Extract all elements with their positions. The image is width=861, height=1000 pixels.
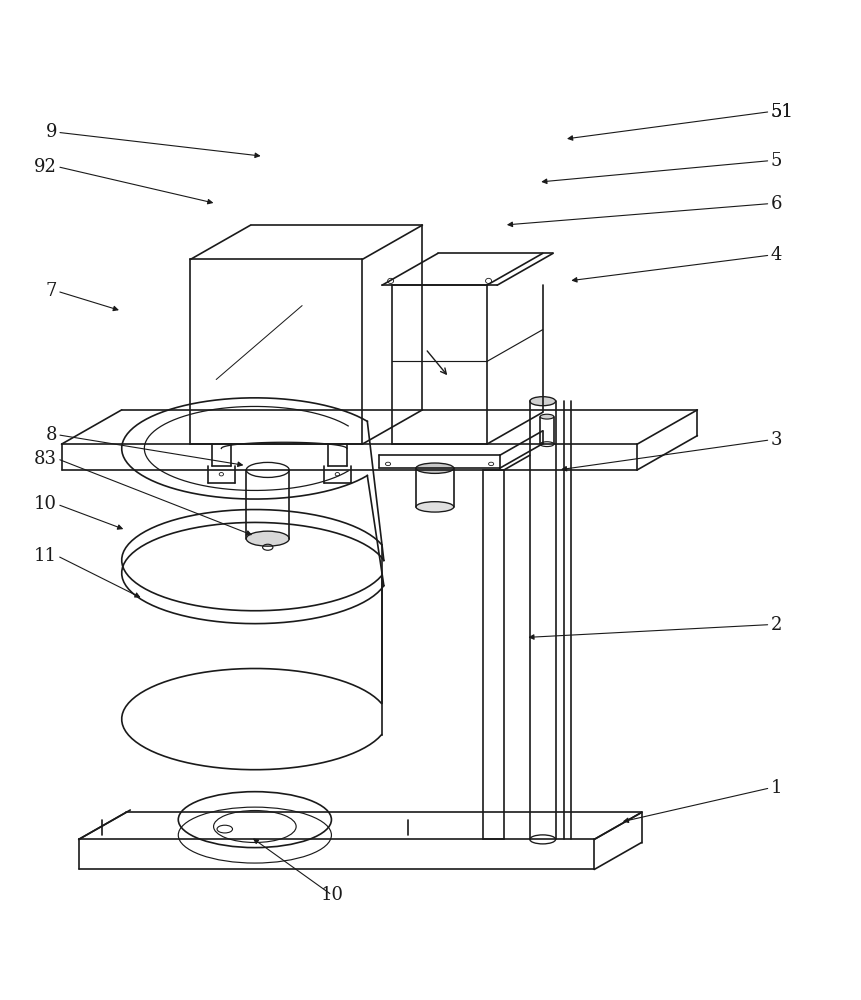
Ellipse shape — [246, 531, 289, 546]
Text: 92: 92 — [34, 158, 57, 176]
Text: 51: 51 — [770, 103, 792, 121]
Text: 9: 9 — [46, 123, 57, 141]
Text: 11: 11 — [34, 547, 57, 565]
Text: 1: 1 — [770, 779, 781, 797]
Ellipse shape — [540, 414, 554, 419]
Text: 2: 2 — [770, 616, 781, 634]
Text: 8: 8 — [46, 426, 57, 444]
Text: 10: 10 — [320, 886, 344, 904]
Ellipse shape — [416, 463, 453, 473]
Ellipse shape — [530, 397, 555, 406]
Ellipse shape — [416, 502, 453, 512]
Text: 7: 7 — [46, 282, 57, 300]
Text: 6: 6 — [770, 195, 781, 213]
Text: 4: 4 — [770, 246, 781, 264]
Text: 5: 5 — [770, 152, 781, 170]
Text: 3: 3 — [770, 431, 781, 449]
Text: 51: 51 — [770, 103, 792, 121]
Text: 10: 10 — [34, 495, 57, 513]
Text: 83: 83 — [34, 450, 57, 468]
